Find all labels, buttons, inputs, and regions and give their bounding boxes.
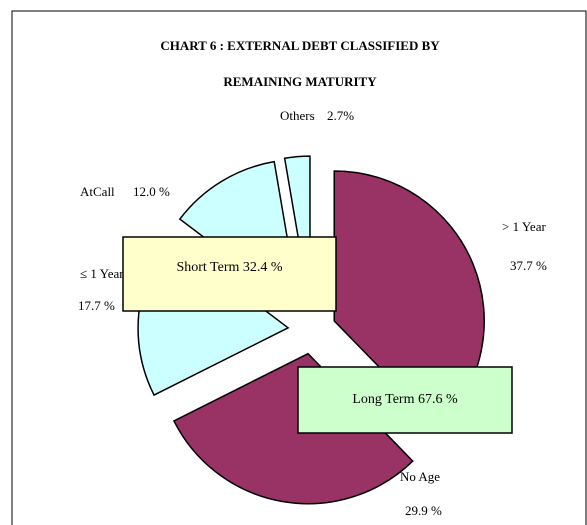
value-label: 2.7% — [327, 108, 354, 123]
slice-label: ≤ 1 Year — [80, 266, 124, 281]
chart-title: CHART 6 : EXTERNAL DEBT CLASSIFIED BY — [160, 38, 440, 53]
group-label: Long Term 67.6 % — [352, 392, 458, 407]
group-label: Short Term 32.4 % — [176, 260, 282, 275]
slice-label: AtCall — [80, 184, 115, 199]
slice-label: Others — [280, 108, 315, 123]
value-label: 37.7 % — [510, 258, 547, 273]
value-label: 17.7 % — [78, 298, 115, 313]
value-label: 12.0 % — [133, 184, 170, 199]
pie-slice — [172, 352, 414, 505]
slice-label: > 1 Year — [502, 219, 546, 234]
group-box — [297, 366, 513, 434]
group-box — [122, 236, 337, 312]
chart-subtitle: REMAINING MATURITY — [223, 74, 377, 89]
slice-label: No Age — [400, 469, 440, 484]
value-label: 29.9 % — [405, 503, 442, 518]
